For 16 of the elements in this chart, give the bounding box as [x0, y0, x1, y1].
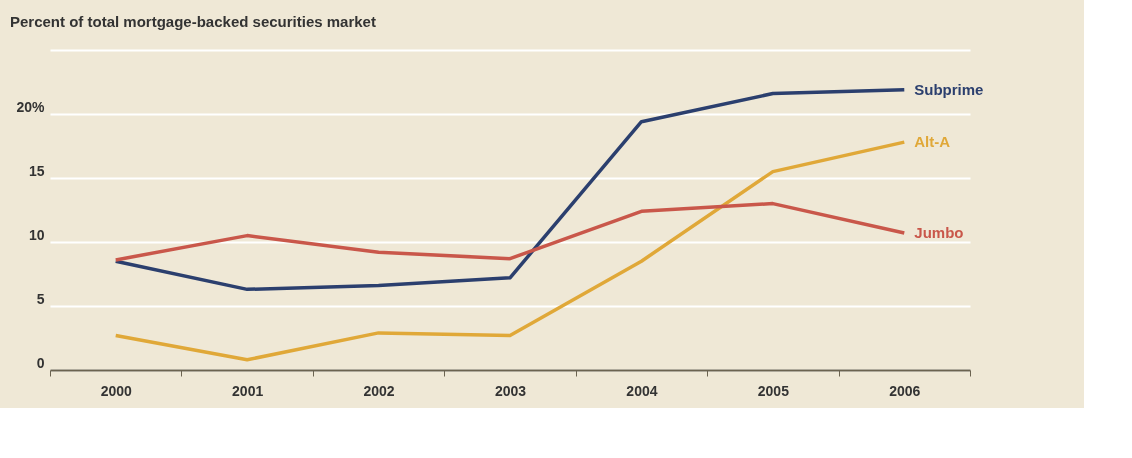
y-tick-label: 15 — [28, 162, 45, 179]
series-label: Subprime — [914, 80, 984, 98]
y-tick-label: 0 — [36, 354, 45, 371]
series-label: Alt-A — [914, 133, 951, 151]
x-tick-label: 2001 — [232, 382, 264, 399]
series-label: Jumbo — [914, 224, 964, 242]
x-tick-label: 2005 — [757, 382, 790, 399]
y-tick-label: 20% — [16, 98, 46, 115]
y-tick-label: 10 — [28, 226, 45, 243]
x-tick-label: 2003 — [494, 382, 527, 399]
x-tick-label: 2000 — [100, 382, 132, 399]
x-tick-label: 2006 — [889, 382, 921, 399]
chart-title: Percent of total mortgage-backed securities market — [10, 13, 376, 30]
y-tick-label: 5 — [36, 290, 45, 307]
x-tick-label: 2004 — [626, 382, 658, 399]
x-tick-label: 2002 — [363, 382, 395, 399]
